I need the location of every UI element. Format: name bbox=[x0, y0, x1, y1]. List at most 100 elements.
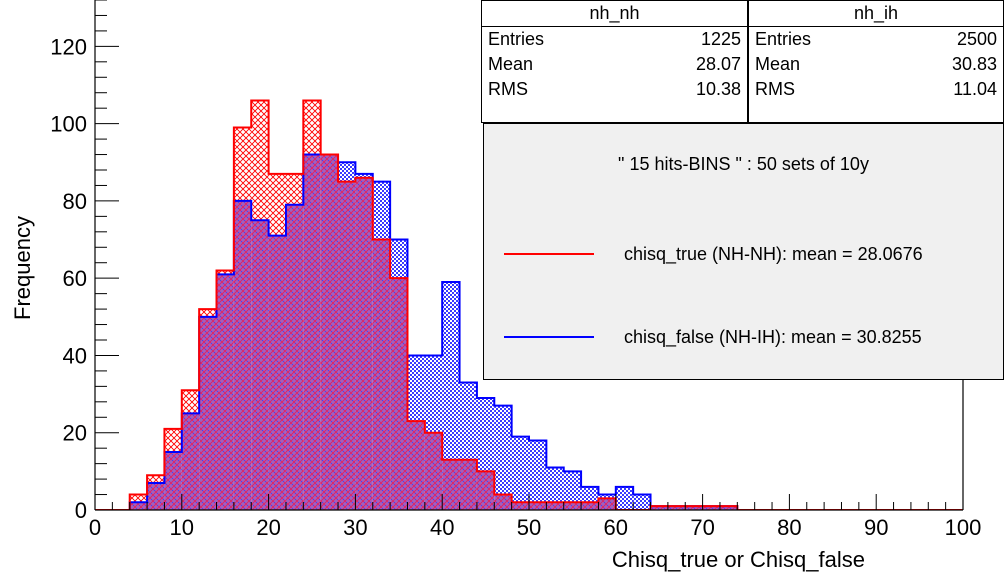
nh-ih-bar bbox=[407, 355, 425, 422]
nh-nh-bar bbox=[129, 494, 148, 503]
nh-ih-bar bbox=[424, 355, 443, 433]
overlap-bar bbox=[390, 278, 408, 510]
overlap-bar bbox=[355, 177, 373, 510]
nh-nh-bar bbox=[233, 127, 252, 201]
stats-title: nh_ih bbox=[749, 1, 1003, 27]
stats-row-mean: Mean 28.07 bbox=[488, 54, 741, 74]
legend-box: " 15 hits-BINS " : 50 sets of 10y chisq_… bbox=[483, 123, 1004, 380]
x-tick-label: 20 bbox=[256, 515, 280, 540]
legend-swatch-blue bbox=[504, 336, 594, 338]
x-tick-label: 0 bbox=[89, 515, 101, 540]
y-tick-label: 20 bbox=[63, 421, 87, 446]
overlap-bar bbox=[459, 459, 477, 510]
nh-ih-bar bbox=[581, 486, 599, 503]
nh-nh-bar bbox=[164, 428, 182, 453]
overlap-bar bbox=[685, 506, 703, 510]
nh-ih-bar bbox=[511, 436, 529, 503]
overlap-bar bbox=[719, 506, 738, 510]
x-tick-label: 80 bbox=[777, 515, 801, 540]
y-axis-title: Frequency bbox=[10, 216, 35, 320]
overlap-bar bbox=[563, 502, 582, 510]
overlap-bar bbox=[476, 471, 495, 510]
overlap-bar bbox=[268, 235, 286, 510]
nh-nh-bar bbox=[303, 100, 321, 155]
stats-row-rms: RMS 10.38 bbox=[488, 79, 741, 99]
nh-ih-bar bbox=[476, 397, 495, 472]
overlap-bar bbox=[598, 498, 616, 510]
overlap-bar bbox=[581, 502, 599, 510]
stats-row-mean: Mean 30.83 bbox=[755, 54, 997, 74]
overlap-bar bbox=[216, 274, 234, 510]
nh-ih-bar bbox=[615, 486, 634, 510]
nh-nh-bar bbox=[251, 100, 269, 221]
nh-nh-bar bbox=[285, 173, 304, 205]
x-tick-label: 60 bbox=[604, 515, 628, 540]
x-tick-label: 10 bbox=[170, 515, 194, 540]
overlap-bar bbox=[251, 220, 269, 510]
nh-nh-bar bbox=[199, 309, 217, 317]
nh-nh-bar bbox=[216, 270, 234, 275]
nh-ih-bar bbox=[563, 471, 582, 503]
overlap-bar bbox=[338, 181, 356, 510]
overlap-bar bbox=[372, 239, 391, 510]
stats-box-nh-nh: nh_nh Entries 1225 Mean 28.07 RMS 10.38 bbox=[481, 0, 748, 123]
y-tick-label: 60 bbox=[63, 266, 87, 291]
nh-ih-bar bbox=[529, 440, 547, 503]
x-tick-label: 70 bbox=[690, 515, 714, 540]
overlap-bar bbox=[285, 204, 304, 510]
legend-entry-true: chisq_true (NH-NH): mean = 28.0676 bbox=[504, 242, 923, 266]
overlap-bar bbox=[233, 200, 252, 510]
legend-header: " 15 hits-BINS " : 50 sets of 10y bbox=[618, 154, 869, 174]
legend-swatch-red bbox=[504, 253, 594, 255]
overlap-bar bbox=[650, 506, 668, 510]
series-line-nh-nh bbox=[95, 99, 963, 510]
nh-nh-bar bbox=[181, 390, 200, 414]
overlap-bar bbox=[494, 494, 512, 510]
nh-ih-bar bbox=[546, 467, 564, 503]
overlap-bar bbox=[424, 432, 443, 510]
overlap-bar bbox=[667, 506, 686, 510]
overlap-bar bbox=[129, 502, 148, 510]
stats-title: nh_nh bbox=[482, 1, 747, 27]
nh-nh-bar bbox=[268, 173, 286, 236]
overlap-bar bbox=[442, 459, 460, 510]
overlap-bar bbox=[147, 482, 165, 510]
nh-ih-bar bbox=[633, 494, 651, 510]
y-tick-label: 100 bbox=[50, 112, 87, 137]
nh-nh-bar bbox=[147, 475, 165, 483]
overlap-bar bbox=[164, 452, 182, 510]
nh-ih-bar bbox=[390, 239, 408, 279]
overlap-bar bbox=[529, 502, 547, 510]
y-tick-label: 80 bbox=[63, 189, 87, 214]
overlap-bar bbox=[546, 502, 564, 510]
stats-row-entries: Entries 1225 bbox=[488, 29, 741, 49]
stats-row-rms: RMS 11.04 bbox=[755, 79, 997, 99]
nh-ih-bar bbox=[442, 282, 460, 460]
overlap-bar bbox=[181, 413, 200, 510]
overlap-bar bbox=[702, 506, 720, 510]
x-tick-label: 50 bbox=[517, 515, 541, 540]
nh-ih-bar bbox=[494, 405, 512, 495]
y-tick-label: 0 bbox=[75, 498, 87, 523]
overlap-bar bbox=[320, 154, 339, 510]
x-tick-label: 30 bbox=[343, 515, 367, 540]
legend-label: chisq_true (NH-NH): mean = 28.0676 bbox=[624, 243, 923, 264]
nh-ih-bar bbox=[372, 181, 391, 240]
legend-entry-false: chisq_false (NH-IH): mean = 30.8255 bbox=[504, 325, 922, 349]
nh-ih-bar bbox=[598, 494, 616, 499]
nh-ih-bar bbox=[355, 173, 373, 178]
overlap-bar bbox=[303, 154, 321, 510]
x-tick-label: 40 bbox=[430, 515, 454, 540]
y-tick-label: 40 bbox=[63, 343, 87, 368]
y-tick-label: 120 bbox=[50, 34, 87, 59]
x-axis-title: Chisq_true or Chisq_false bbox=[612, 547, 865, 572]
x-tick-label: 90 bbox=[864, 515, 888, 540]
overlap-bar bbox=[407, 421, 425, 510]
nh-ih-bar bbox=[459, 382, 477, 460]
stats-box-nh-ih: nh_ih Entries 2500 Mean 30.83 RMS 11.04 bbox=[748, 0, 1004, 123]
legend-label: chisq_false (NH-IH): mean = 30.8255 bbox=[624, 326, 922, 347]
overlap-bar bbox=[511, 502, 529, 510]
nh-ih-bar bbox=[338, 162, 356, 182]
x-tick-label: 100 bbox=[945, 515, 982, 540]
